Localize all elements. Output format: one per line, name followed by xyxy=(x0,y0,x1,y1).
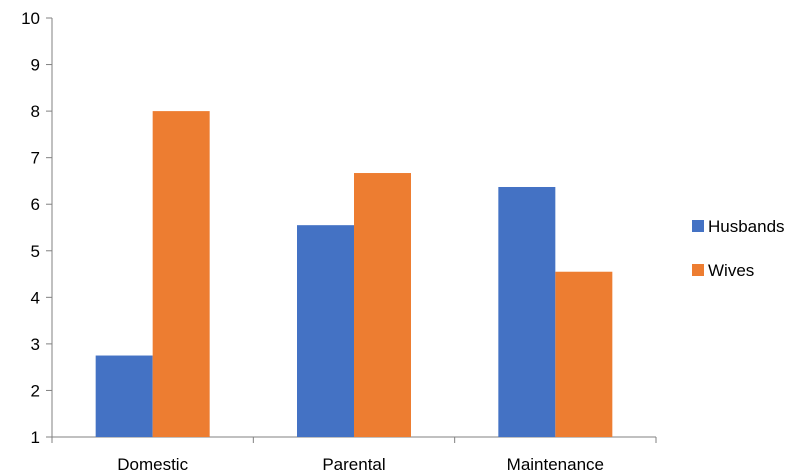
x-category-label: Domestic xyxy=(117,455,188,474)
y-tick-label: 7 xyxy=(31,149,40,168)
bar-husbands-domestic xyxy=(95,355,153,437)
x-category-label: Parental xyxy=(322,455,385,474)
legend-swatch-wives xyxy=(692,264,704,276)
y-tick-label: 3 xyxy=(31,335,40,354)
y-tick-label: 6 xyxy=(31,195,40,214)
bar-wives-maintenance xyxy=(555,271,613,437)
x-category-label: Maintenance xyxy=(507,455,604,474)
y-tick-label: 10 xyxy=(21,9,40,28)
y-axis: 1 2 3 4 5 6 7 8 9 10 xyxy=(21,9,53,447)
legend-label-husbands: Husbands xyxy=(708,217,785,236)
x-axis: Domestic Parental Maintenance xyxy=(51,436,657,474)
bar-husbands-maintenance xyxy=(498,186,556,437)
y-tick-label: 5 xyxy=(31,242,40,261)
bar-wives-domestic xyxy=(152,111,210,437)
legend-swatch-husbands xyxy=(692,220,704,232)
legend-label-wives: Wives xyxy=(708,261,754,280)
bar-husbands-parental xyxy=(297,225,354,437)
y-tick-label: 9 xyxy=(31,56,40,75)
legend: Husbands Wives xyxy=(692,217,785,280)
bars xyxy=(95,111,613,437)
bar-wives-parental xyxy=(354,173,411,437)
y-tick-label: 8 xyxy=(31,102,40,121)
y-tick-label: 1 xyxy=(31,428,40,447)
y-tick-label: 2 xyxy=(31,381,40,400)
y-tick-label: 4 xyxy=(31,288,40,307)
